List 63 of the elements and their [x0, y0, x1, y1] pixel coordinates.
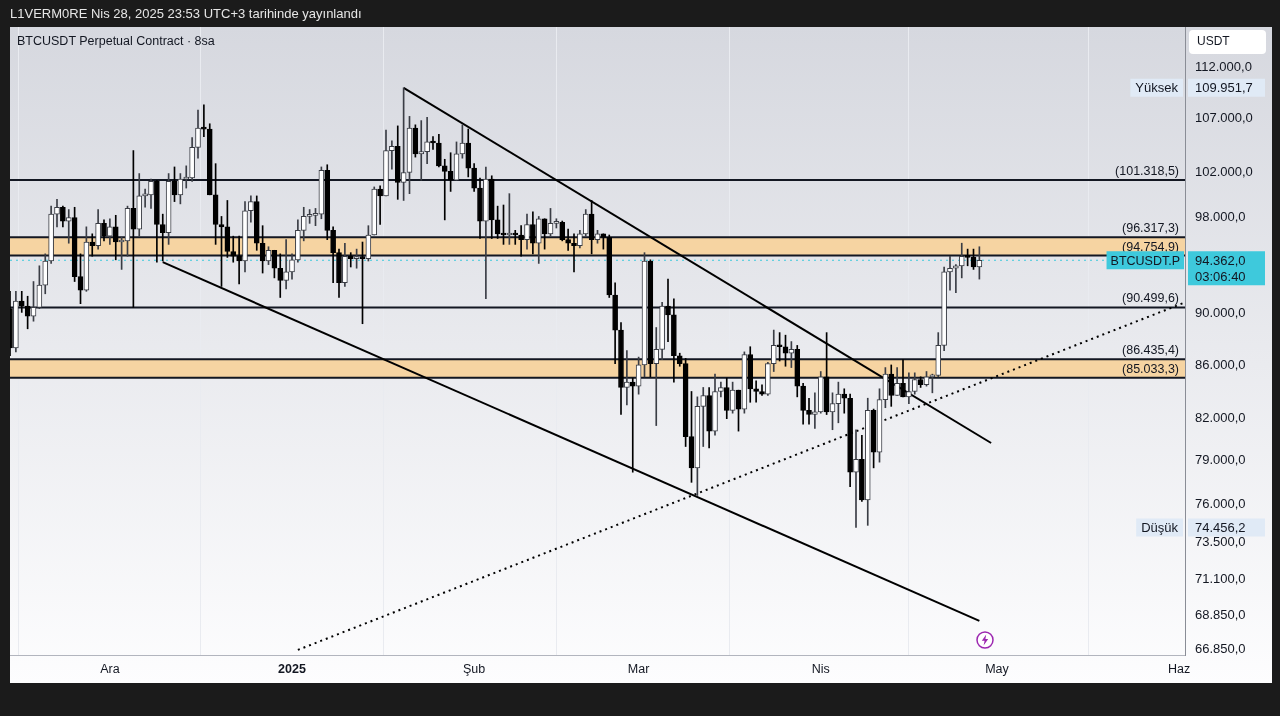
- y-axis-title: USDT: [1197, 34, 1231, 49]
- candlestick: [624, 350, 630, 406]
- y-tick-label: 66.850,0: [1195, 640, 1246, 656]
- text: L1VERM0RE Nis 28, 2025 23:53 UTC+3 tarihinde yayınlandı: [10, 6, 362, 22]
- candlestick: [418, 120, 425, 181]
- x-tick-label: May: [985, 661, 1010, 676]
- y-tick-label: 71.100,0: [1195, 571, 1246, 587]
- ref-line-label: (101.318,5): [1115, 164, 1179, 179]
- candlestick: [18, 290, 25, 313]
- y-tick-label: 86.000,0: [1195, 356, 1246, 372]
- candlestick: [665, 278, 671, 342]
- annotation: Yüksek: [1135, 80, 1179, 96]
- x-tick-label: Mar: [627, 661, 650, 676]
- candlestick: [571, 233, 577, 273]
- text: 74.456,2: [1195, 520, 1246, 536]
- y-tick-label: 82.000,0: [1195, 410, 1246, 426]
- y-tick-label: 112.000,0: [1195, 58, 1252, 74]
- candlestick: [753, 380, 759, 403]
- x-tick-label: Ara: [100, 661, 120, 676]
- ref-line-label: (90.499,6): [1122, 291, 1179, 306]
- x-tick-label: Şub: [463, 661, 486, 676]
- text: 94.362,0: [1195, 252, 1246, 268]
- candlestick: [377, 185, 383, 225]
- ref-line-label: (96.317,3): [1122, 221, 1179, 236]
- x-tick-label: Nis: [811, 661, 830, 676]
- text: BTCUSDT Perpetual Contract · 8sa: [17, 34, 215, 49]
- ref-line-label: (94.754,9): [1122, 239, 1179, 254]
- y-tick-label: 73.500,0: [1195, 533, 1246, 549]
- candlestick: [518, 225, 524, 257]
- candlestick: [424, 117, 430, 164]
- candlestick: [230, 235, 237, 263]
- ref-line-label: (86.435,4): [1122, 343, 1179, 358]
- candlestick: [283, 239, 289, 290]
- annotation: Düşük: [1141, 520, 1179, 536]
- candlestick: [65, 209, 72, 244]
- y-tick-label: 79.000,0: [1195, 452, 1246, 468]
- candlestick: [441, 158, 448, 221]
- y-tick-label: 68.850,0: [1195, 607, 1246, 623]
- text: 109.951,7: [1195, 80, 1253, 96]
- y-tick-label: 90.000,0: [1195, 305, 1246, 321]
- candlestick: [806, 397, 812, 425]
- candlestick: [853, 429, 859, 528]
- y-tick-label: 76.000,0: [1195, 495, 1246, 511]
- y-tick-label: 102.000,0: [1195, 164, 1253, 180]
- ref-line-label: BTCUSDT.P: [1110, 253, 1180, 268]
- x-tick-label: 2025: [278, 661, 306, 676]
- candlestick: [906, 372, 912, 404]
- candlestick: [89, 233, 96, 257]
- candlestick: [236, 235, 242, 285]
- candlestick: [812, 392, 818, 429]
- x-tick-label: Haz: [1168, 661, 1191, 676]
- candlestick: [841, 388, 848, 414]
- candlestick: [700, 387, 707, 447]
- candlestick: [653, 327, 660, 426]
- y-tick-label: 98.000,0: [1195, 209, 1246, 225]
- y-tick-label: 107.000,0: [1195, 110, 1253, 126]
- candlestick: [389, 140, 395, 170]
- text: 03:06:40: [1195, 268, 1246, 284]
- candlestick: [565, 228, 571, 251]
- candlestick: [947, 255, 953, 291]
- ref-line-label: (85.033,3): [1122, 361, 1179, 376]
- candlestick: [953, 264, 959, 293]
- candlestick: [347, 252, 354, 268]
